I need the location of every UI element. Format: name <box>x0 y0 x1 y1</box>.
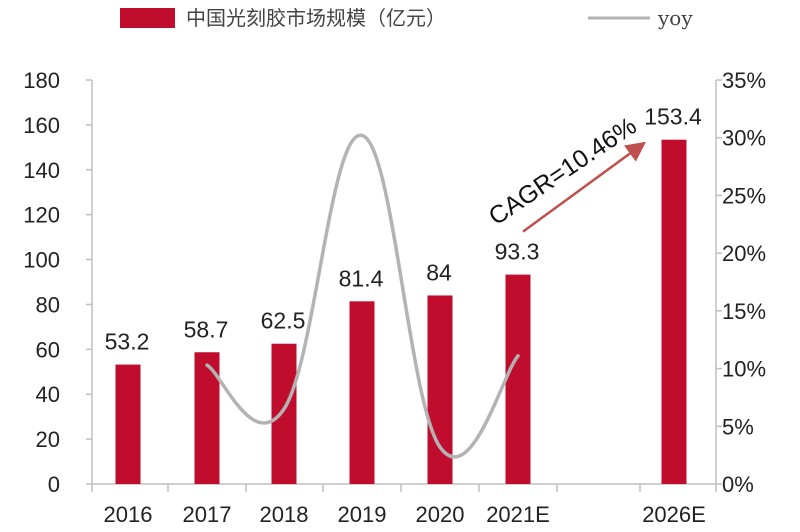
right-tick-label: 30% <box>722 126 766 151</box>
right-tick-label: 35% <box>722 68 766 93</box>
left-tick-label: 100 <box>23 248 60 273</box>
right-tick-label: 0% <box>722 472 754 497</box>
yoy-line <box>205 133 520 459</box>
x-tick-label: 2018 <box>260 502 309 527</box>
data-label: 93.3 <box>495 239 540 265</box>
right-tick-label: 20% <box>722 241 766 266</box>
cagr-arrow <box>522 141 647 233</box>
legend: 中国光刻胶市场规模（亿元） yoy <box>120 6 693 30</box>
left-tick-label: 120 <box>23 203 60 228</box>
legend-bar-swatch <box>120 8 175 28</box>
left-tick-label: 180 <box>23 68 60 93</box>
right-tick-label: 25% <box>722 183 766 208</box>
bars <box>115 139 687 485</box>
data-label: 84 <box>426 259 452 285</box>
left-tick-label: 160 <box>23 113 60 138</box>
bar <box>349 301 375 484</box>
data-label: 81.4 <box>339 265 384 291</box>
yoy-line-group <box>205 133 520 459</box>
left-tick-label: 80 <box>36 292 60 317</box>
data-label: 153.4 <box>644 104 702 130</box>
x-tick-label: 2026E <box>642 502 706 527</box>
left-tick-label: 20 <box>36 427 60 452</box>
data-label: 53.2 <box>105 329 150 355</box>
bar <box>505 274 531 484</box>
bar <box>115 364 141 484</box>
legend-line-label: yoy <box>657 6 693 30</box>
x-tick-label: 2016 <box>104 502 153 527</box>
legend-bar-label: 中国光刻胶市场规模（亿元） <box>186 6 446 30</box>
right-tick-label: 15% <box>722 299 766 324</box>
axes: 0 20 40 60 80 100 120 140 160 180 0% 5% 10% 15% 20% 25%… <box>23 68 766 527</box>
bar <box>661 139 687 485</box>
x-tick-label: 2020 <box>416 502 465 527</box>
x-tick-label: 2021E <box>486 502 550 527</box>
right-tick-label: 10% <box>722 357 766 382</box>
x-tick-label: 2017 <box>183 502 232 527</box>
cagr-annotation: CAGR=10.46% <box>484 112 647 233</box>
left-tick-label: 0 <box>48 472 60 497</box>
data-labels: 53.2 58.7 62.5 81.4 84 93.3 153.4 <box>105 104 702 355</box>
left-tick-label: 40 <box>36 382 60 407</box>
data-label: 58.7 <box>184 316 229 342</box>
cagr-label: CAGR=10.46% <box>484 112 642 231</box>
left-tick-label: 140 <box>23 158 60 183</box>
bar <box>271 343 297 484</box>
data-label: 62.5 <box>261 308 306 334</box>
bar <box>427 295 453 484</box>
left-tick-label: 60 <box>36 337 60 362</box>
x-tick-label: 2019 <box>338 502 387 527</box>
right-tick-label: 5% <box>722 414 754 439</box>
